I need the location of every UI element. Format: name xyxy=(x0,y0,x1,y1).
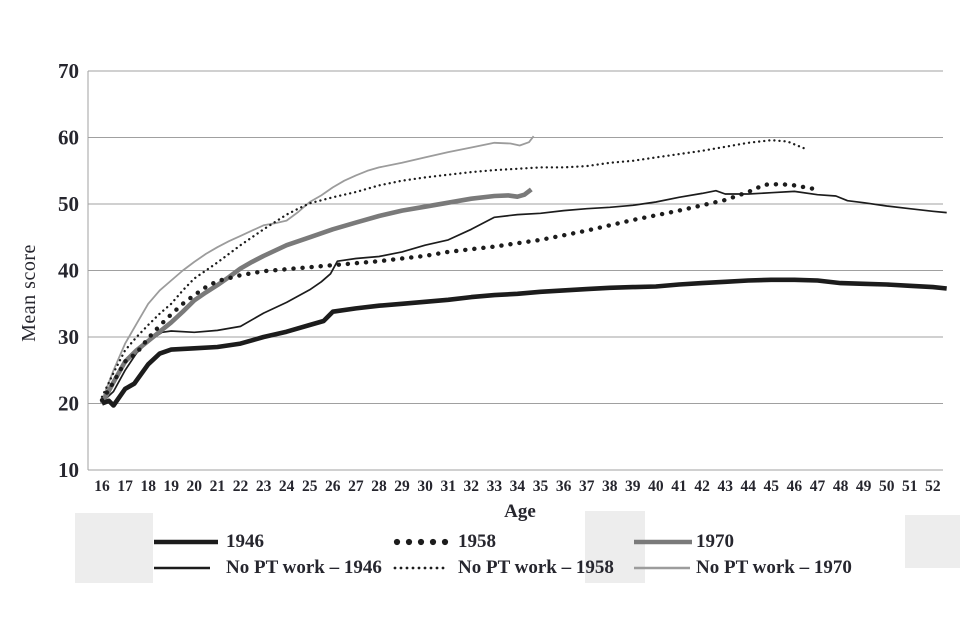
legend-swatch-thin-black xyxy=(152,561,222,579)
y-tick-label: 40 xyxy=(58,259,79,283)
series-1946-line xyxy=(101,277,947,408)
x-tick-label: 19 xyxy=(163,478,179,495)
legend-label: No PT work – 1958 xyxy=(458,557,614,578)
y-axis-title: Mean score xyxy=(18,244,40,342)
x-tick-label: 42 xyxy=(694,478,710,495)
x-tick-label: 21 xyxy=(210,478,226,495)
y-tick-label: 30 xyxy=(58,325,79,349)
series-no-pt-work-1970-line xyxy=(101,135,535,401)
x-tick-label: 26 xyxy=(325,478,341,495)
x-tick-label: 18 xyxy=(140,478,156,495)
legend-swatch-fine-dotted xyxy=(392,561,462,579)
y-tick-label: 10 xyxy=(58,458,79,482)
y-tick-label: 20 xyxy=(58,392,79,416)
x-tick-label: 31 xyxy=(440,478,456,495)
x-tick-label: 29 xyxy=(394,478,410,495)
scan-artifact xyxy=(585,511,645,583)
x-tick-label: 48 xyxy=(833,478,849,495)
x-tick-label: 52 xyxy=(925,478,941,495)
scan-artifact xyxy=(905,515,960,568)
x-tick-label: 33 xyxy=(487,478,503,495)
x-tick-label: 47 xyxy=(810,478,826,495)
legend-label: 1970 xyxy=(696,531,734,552)
x-axis-title: Age xyxy=(504,501,536,522)
series-1970-line xyxy=(99,187,533,405)
x-tick-label: 50 xyxy=(879,478,895,495)
x-tick-label: 36 xyxy=(556,478,572,495)
x-tick-label: 27 xyxy=(348,478,364,495)
legend-swatch-bold-dotted xyxy=(392,535,462,553)
series-no-pt-work-1958-line xyxy=(100,139,805,399)
y-tick-label: 60 xyxy=(58,126,79,150)
x-tick-label: 20 xyxy=(187,478,203,495)
x-tick-label: 35 xyxy=(533,478,549,495)
x-tick-label: 25 xyxy=(302,478,318,495)
x-tick-label: 46 xyxy=(787,478,803,495)
x-tick-label: 17 xyxy=(117,478,133,495)
legend-label: No PT work – 1946 xyxy=(226,557,382,578)
x-tick-label: 49 xyxy=(856,478,872,495)
legend-swatch-thick-gray xyxy=(632,535,702,553)
y-tick-label: 70 xyxy=(58,59,79,83)
x-tick-label: 24 xyxy=(279,478,295,495)
x-tick-label: 37 xyxy=(579,478,595,495)
scan-artifact xyxy=(75,513,153,583)
x-tick-label: 30 xyxy=(417,478,433,495)
x-tick-label: 32 xyxy=(464,478,480,495)
x-tick-label: 40 xyxy=(648,478,664,495)
x-tick-label: 43 xyxy=(717,478,733,495)
x-tick-label: 41 xyxy=(671,478,687,495)
x-tick-label: 45 xyxy=(764,478,780,495)
x-tick-label: 22 xyxy=(233,478,249,495)
series-no-pt-work-1946-line xyxy=(101,189,947,403)
legend-label: 1946 xyxy=(226,531,264,552)
legend-swatch-thin-gray xyxy=(632,561,702,579)
x-tick-label: 38 xyxy=(602,478,618,495)
x-tick-label: 39 xyxy=(625,478,641,495)
x-tick-label: 16 xyxy=(94,478,110,495)
legend-label: 1958 xyxy=(458,531,496,552)
x-tick-label: 23 xyxy=(256,478,272,495)
x-tick-label: 51 xyxy=(902,478,918,495)
x-tick-label: 28 xyxy=(371,478,387,495)
series-1958-line xyxy=(99,181,816,403)
y-tick-label: 50 xyxy=(58,192,79,216)
x-tick-label: 44 xyxy=(740,478,756,495)
legend-swatch-thick-black xyxy=(152,535,222,553)
legend-label: No PT work – 1970 xyxy=(696,557,852,578)
x-tick-label: 34 xyxy=(510,478,526,495)
